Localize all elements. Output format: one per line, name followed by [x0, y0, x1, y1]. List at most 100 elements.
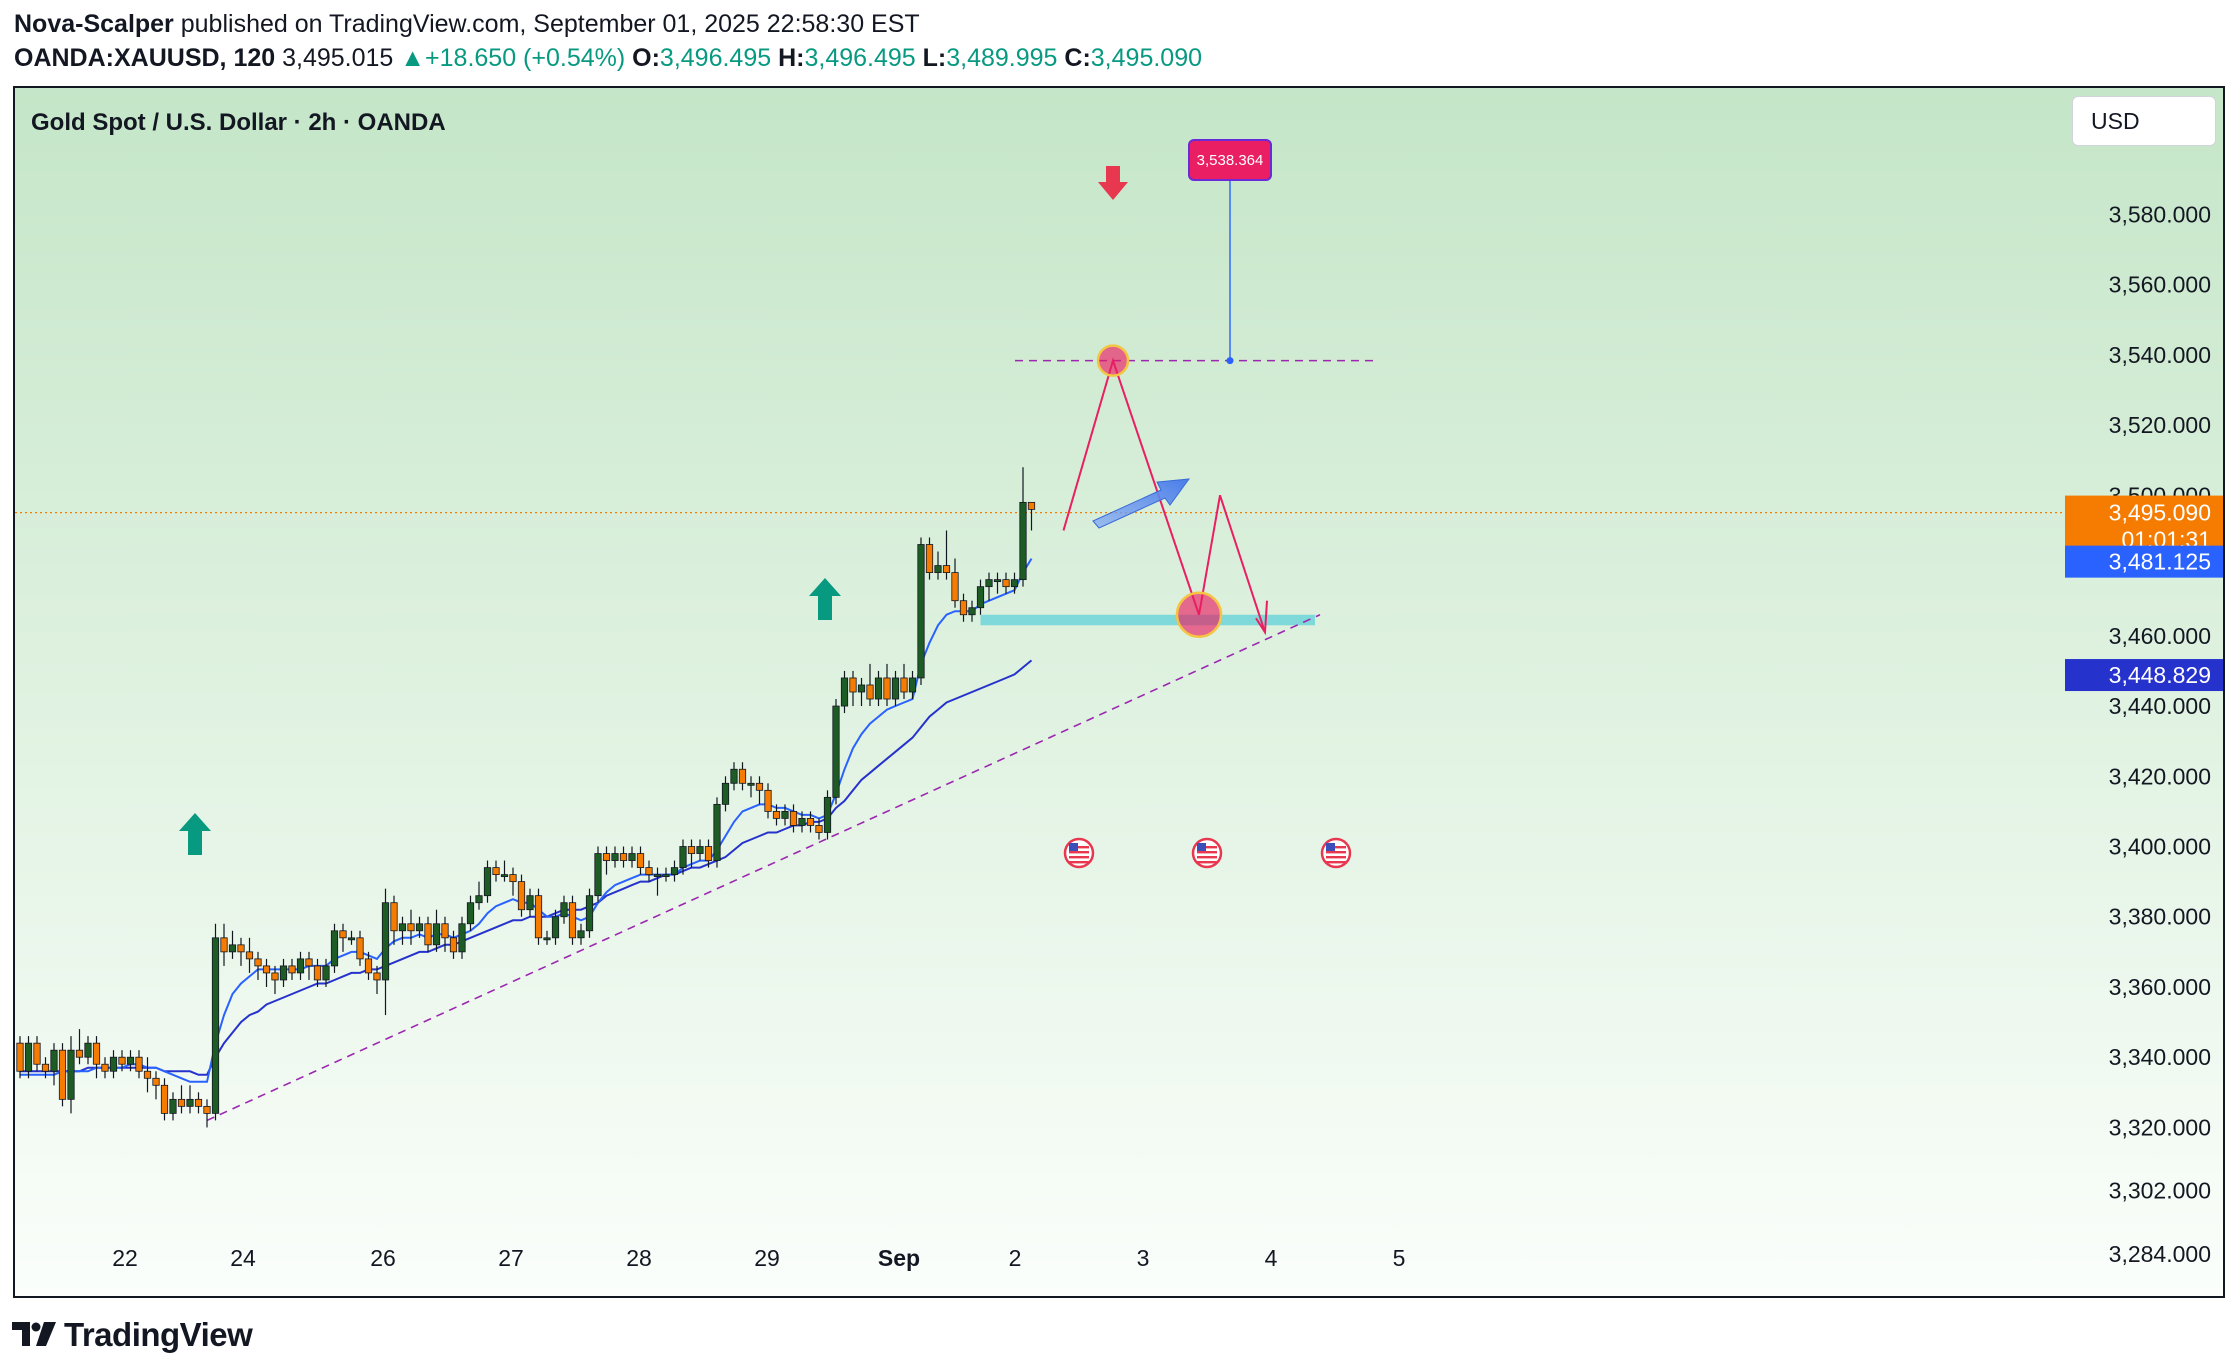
candle-up	[1010, 579, 1019, 588]
buy-arrow-icon-2	[809, 578, 841, 620]
flag-canton	[1326, 843, 1335, 851]
candle-up	[432, 923, 441, 946]
candle	[41, 1057, 50, 1079]
candle	[415, 916, 424, 938]
candle-down	[245, 951, 254, 960]
candle-down	[517, 881, 526, 911]
candle-down	[602, 853, 611, 861]
last-price-value: 3,495.090	[2109, 500, 2211, 526]
candle	[203, 1099, 211, 1128]
candle	[747, 776, 755, 798]
candle-down	[177, 1098, 186, 1107]
candle-up	[653, 874, 662, 878]
candle-down	[441, 923, 449, 939]
candle-up	[279, 965, 288, 981]
candle-up	[611, 853, 619, 861]
candle-down	[364, 958, 373, 974]
flag-stripe	[1069, 846, 1089, 849]
candle	[398, 916, 407, 945]
candle-up	[968, 607, 976, 616]
candle-up	[628, 853, 636, 861]
candle-down	[772, 810, 781, 819]
candle	[33, 1036, 41, 1072]
candle-down	[135, 1056, 143, 1072]
candle-up	[543, 937, 551, 941]
candle	[313, 958, 322, 987]
x-tick-label: 22	[112, 1245, 138, 1271]
candle-down	[866, 684, 874, 700]
candle-up	[458, 923, 466, 953]
candle-up	[798, 818, 806, 826]
flag-stripe	[1069, 851, 1089, 854]
candle	[543, 930, 551, 945]
candle-up	[832, 705, 840, 798]
candle-up	[857, 684, 866, 693]
author-name[interactable]: Nova-Scalper	[14, 10, 174, 38]
candle-up	[781, 810, 789, 819]
chart-title: Gold Spot / U.S. Dollar · 2h · OANDA	[31, 109, 446, 136]
candle	[645, 860, 653, 882]
candle-down	[534, 895, 543, 939]
candle	[500, 860, 509, 882]
x-tick-label: 3	[1137, 1245, 1150, 1271]
candle-down	[704, 846, 713, 861]
x-tick-label: Sep	[878, 1245, 920, 1271]
candle-up	[577, 930, 585, 939]
candle-down	[194, 1098, 203, 1107]
candle	[16, 1036, 24, 1079]
y-tick-label: 3,460.000	[2109, 623, 2211, 649]
price-chart[interactable]: 3,538.364 3,284.000 3,302.000 3,320.000 3,3…	[15, 88, 2223, 1296]
candle-down	[1027, 501, 1036, 510]
candle	[475, 881, 483, 910]
high-value: 3,496.495	[804, 44, 916, 72]
candle	[602, 846, 611, 875]
candle-up	[347, 937, 356, 941]
y-tick-label: 3,302.000	[2109, 1178, 2211, 1204]
candle	[704, 839, 713, 868]
candle-up	[228, 944, 237, 953]
candle-up	[594, 853, 602, 897]
candle	[186, 1085, 194, 1114]
candle-down	[92, 1042, 101, 1065]
candle	[92, 1036, 101, 1079]
buy-arrow-icon-1	[179, 813, 211, 855]
candle-down	[755, 782, 764, 791]
candle-up	[670, 867, 679, 876]
candle	[798, 811, 806, 833]
candle-down	[152, 1077, 160, 1086]
flag-stripe	[1326, 856, 1346, 859]
candle	[857, 677, 866, 707]
candle-up	[662, 874, 670, 878]
candle	[279, 958, 288, 987]
candle-down	[636, 853, 645, 868]
candle-up	[50, 1049, 58, 1072]
chart-background	[15, 88, 2223, 1296]
candle-up	[483, 867, 492, 897]
candle	[619, 846, 628, 868]
candle	[492, 860, 500, 882]
candle-up	[330, 930, 339, 967]
candle-down	[619, 853, 628, 861]
candle	[109, 1050, 118, 1079]
y-tick-label: 3,400.000	[2109, 834, 2211, 860]
last-price: 3,495.015	[275, 44, 401, 72]
candle-up	[985, 579, 993, 588]
candle-down	[390, 902, 398, 932]
candle	[483, 860, 492, 903]
candle-down	[118, 1056, 126, 1065]
currency-button[interactable]: USD	[2072, 96, 2216, 146]
candle	[1002, 572, 1010, 594]
candle	[126, 1050, 135, 1072]
flag-canton	[1197, 843, 1206, 851]
chart-frame[interactable]: 3,538.364 3,284.000 3,302.000 3,320.000 3,3…	[13, 86, 2225, 1298]
candle	[874, 670, 883, 707]
candle-up	[398, 923, 407, 932]
trend-arrow-icon	[1092, 478, 1191, 529]
candle	[628, 846, 636, 868]
candle	[177, 1085, 186, 1114]
ema-slow-badge-box	[2065, 659, 2223, 692]
y-tick-label: 3,284.000	[2109, 1241, 2211, 1267]
candle	[781, 804, 789, 826]
candle	[611, 846, 619, 868]
candle	[305, 951, 313, 980]
